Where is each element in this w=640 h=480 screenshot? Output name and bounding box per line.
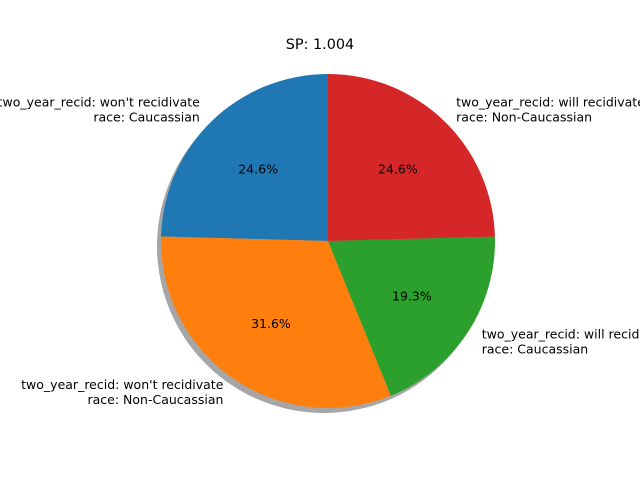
pie-percent-labels: 24.6% 31.6% 19.3% 24.6% xyxy=(238,162,432,331)
chart-title: SP: 1.004 xyxy=(286,37,354,53)
pie-slice-label-line: race: Caucassian xyxy=(93,109,199,124)
pie-slice-percent-label: 24.6% xyxy=(378,162,418,177)
pie-slice-0 xyxy=(161,74,328,241)
pie-slice-label-line: race: Caucassian xyxy=(482,342,588,357)
pie-slice-3 xyxy=(328,74,495,241)
pie-slice-percent-label: 24.6% xyxy=(238,162,278,177)
pie-slice-percent-label: 31.6% xyxy=(251,316,291,331)
pie-slice-label-line: two_year_recid: will recidivate xyxy=(482,327,640,342)
pie-slice-label-line: two_year_recid: won't recidivate xyxy=(0,94,200,109)
pie-slice-percent-label: 19.3% xyxy=(392,288,432,303)
pie-slice-label-line: race: Non-Caucassian xyxy=(88,392,224,407)
pie-slice-2 xyxy=(328,236,495,396)
pie-slice-label-line: two_year_recid: will recidivate xyxy=(456,94,640,109)
pie-slice-label-line: race: Non-Caucassian xyxy=(456,109,592,124)
pie-slice-label-line: two_year_recid: won't recidivate xyxy=(21,377,224,392)
pie-slice-1 xyxy=(161,236,391,408)
pie-slices xyxy=(161,74,495,408)
